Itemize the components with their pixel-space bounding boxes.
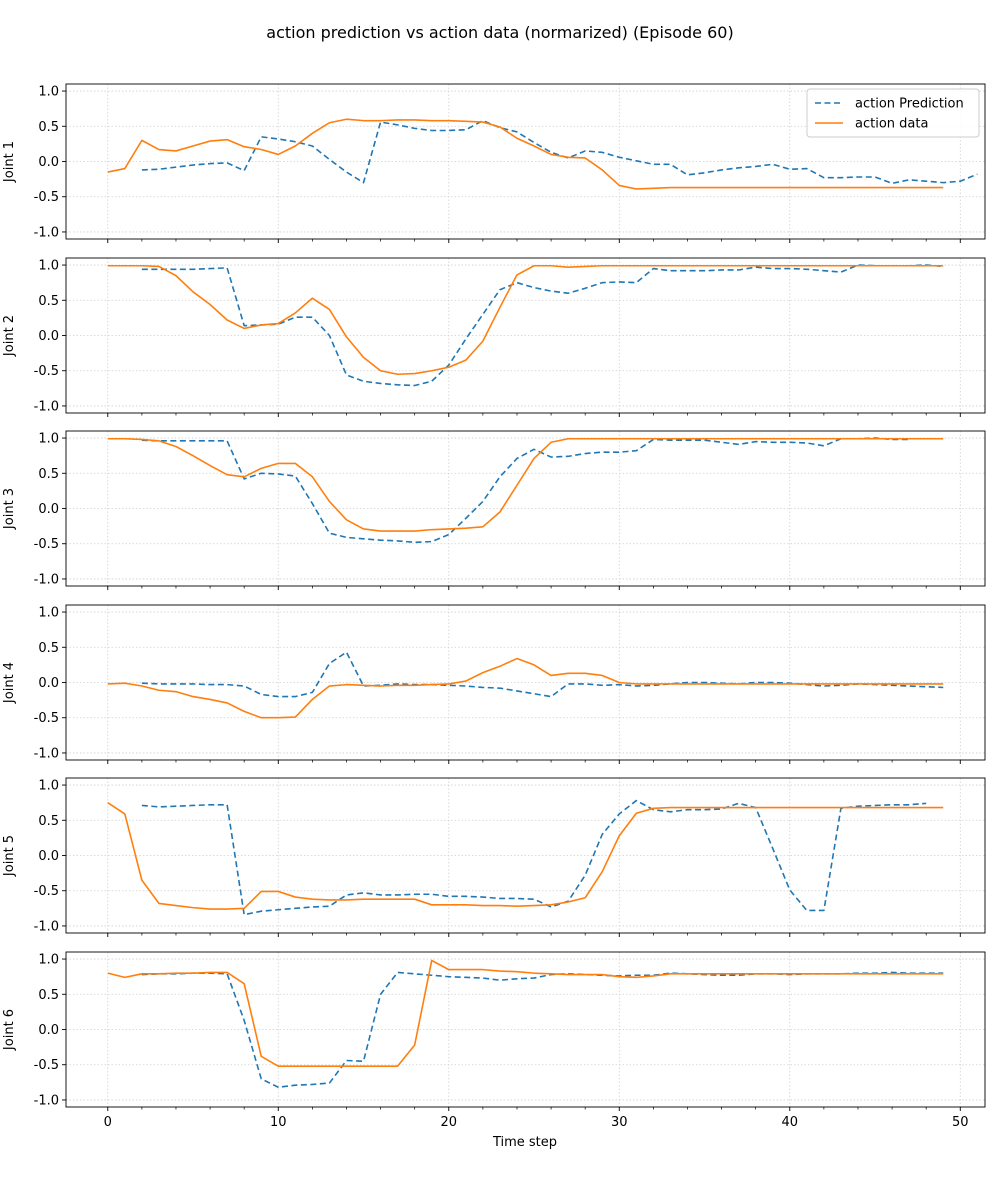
y-tick-label: 0.0	[38, 155, 59, 170]
subplot-panels: -1.0 -0.5 0.0 0.5 1.0 Joint 1 -1.0 -0.5 0.0 0.5 1.…	[2, 83, 986, 1130]
x-tick-label: 10	[270, 1115, 287, 1130]
series-line-action-data	[107, 118, 944, 190]
series-line-action-prediction	[141, 799, 927, 916]
y-tick-label: -0.5	[34, 1058, 59, 1073]
y-tick-label: 0.0	[38, 329, 59, 344]
y-tick-label: -0.5	[34, 537, 59, 552]
series-line-action-data	[107, 959, 944, 1067]
legend-label: action Prediction	[855, 97, 964, 112]
y-tick-label: 0.0	[38, 676, 59, 691]
chart-title: action prediction vs action data (normar…	[266, 23, 733, 42]
y-tick-label: -0.5	[34, 364, 59, 379]
y-tick-label: 1.0	[38, 779, 59, 794]
subplot-joint-2: -1.0 -0.5 0.0 0.5 1.0 Joint 2	[2, 257, 986, 417]
x-tick-label: 30	[611, 1115, 628, 1130]
y-tick-label: -0.5	[34, 884, 59, 899]
y-axis-label: Joint 5	[2, 835, 17, 877]
legend: action Prediction action data	[806, 88, 980, 138]
x-tick-label: 50	[952, 1115, 969, 1130]
y-tick-label: 0.0	[38, 1023, 59, 1038]
y-tick-label: 1.0	[38, 259, 59, 274]
subplot-joint-6: -1.0 -0.5 0.0 0.5 1.0 Joint 6 0 10 20 30 40 50	[2, 951, 986, 1130]
y-tick-label: -1.0	[34, 746, 59, 761]
x-tick-label: 40	[782, 1115, 799, 1130]
y-tick-label: -0.5	[34, 190, 59, 205]
y-axis-label: Joint 4	[2, 662, 17, 704]
y-axis-label: Joint 3	[2, 488, 17, 530]
y-tick-label: 1.0	[38, 953, 59, 968]
subplot-joint-4: -1.0 -0.5 0.0 0.5 1.0 Joint 4	[2, 604, 986, 764]
legend-label: action data	[855, 117, 928, 132]
y-tick-label: 1.0	[38, 432, 59, 447]
series-line-action-data	[107, 657, 944, 719]
x-tick-label: 20	[441, 1115, 458, 1130]
legend-box	[806, 88, 980, 138]
y-tick-label: 0.5	[38, 988, 59, 1003]
y-axis-label: Joint 6	[2, 1009, 17, 1051]
series-line-action-prediction	[141, 119, 978, 185]
y-tick-label: -1.0	[34, 1093, 59, 1108]
y-tick-label: 0.5	[38, 294, 59, 309]
subplot-joint-3: -1.0 -0.5 0.0 0.5 1.0 Joint 3	[2, 430, 986, 590]
y-tick-label: 0.5	[38, 467, 59, 482]
y-tick-label: -1.0	[34, 919, 59, 934]
y-tick-label: -1.0	[34, 225, 59, 240]
y-tick-label: 1.0	[38, 606, 59, 621]
y-axis-label: Joint 2	[2, 315, 17, 357]
y-tick-label: 0.5	[38, 120, 59, 135]
series-line-action-data	[107, 437, 944, 532]
y-tick-label: 0.0	[38, 502, 59, 517]
x-axis-label: Time step	[492, 1135, 557, 1150]
y-tick-label: -1.0	[34, 399, 59, 414]
y-tick-label: -1.0	[34, 572, 59, 587]
y-tick-label: 0.5	[38, 641, 59, 656]
subplot-joint-5: -1.0 -0.5 0.0 0.5 1.0 Joint 5	[2, 777, 986, 937]
x-tick-label: 0	[104, 1115, 112, 1130]
series-line-action-data	[107, 801, 944, 910]
series-line-action-data	[107, 264, 944, 376]
y-tick-label: 0.0	[38, 849, 59, 864]
series-line-action-prediction	[141, 437, 910, 544]
series-line-action-prediction	[141, 651, 944, 698]
y-tick-label: -0.5	[34, 711, 59, 726]
y-axis-label: Joint 1	[2, 141, 17, 183]
y-tick-label: 0.5	[38, 814, 59, 829]
y-tick-label: 1.0	[38, 85, 59, 100]
subplot-joint-1: -1.0 -0.5 0.0 0.5 1.0 Joint 1	[2, 83, 986, 243]
